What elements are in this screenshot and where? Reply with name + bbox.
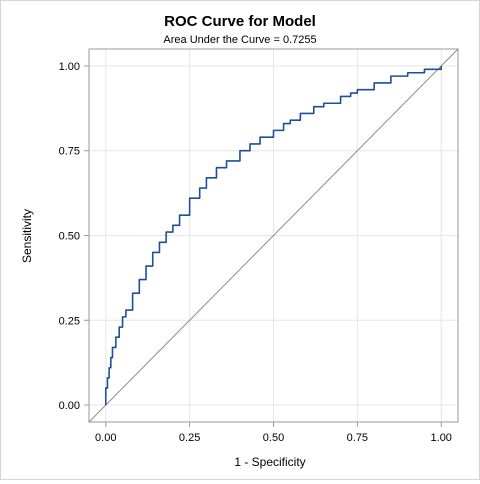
x-tick-label: 0.25 [179,432,200,444]
roc-curve-line [104,65,443,406]
y-axis-label: Sensitivity [20,209,34,263]
x-axis-ticks: 0.00 0.25 0.50 0.75 1.00 [95,422,452,444]
y-tick-label: 0.25 [59,315,80,327]
y-tick-label: 0.00 [59,400,80,412]
x-axis-label: 1 - Specificity [234,455,305,469]
reference-diagonal-line [88,48,459,423]
chart-subtitle: Area Under the Curve = 0.7255 [163,34,316,46]
chart-title: ROC Curve for Model [164,13,316,30]
x-tick-label: 0.00 [95,432,116,444]
x-tick-label: 1.00 [431,432,452,444]
y-tick-label: 0.75 [59,146,80,158]
y-axis-ticks: 0.00 0.25 0.50 0.75 1.00 [59,61,89,412]
x-tick-label: 0.50 [263,432,284,444]
x-tick-label: 0.75 [347,432,368,444]
series-layer [88,48,459,423]
y-tick-label: 1.00 [59,61,80,73]
y-tick-label: 0.50 [59,231,80,243]
